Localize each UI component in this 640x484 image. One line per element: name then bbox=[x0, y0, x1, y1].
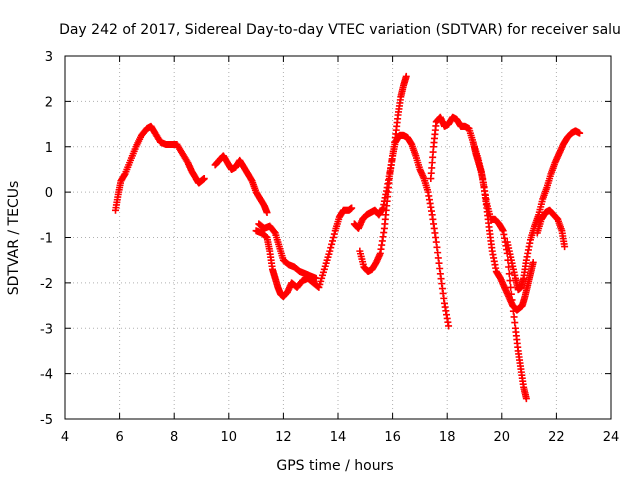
y-tick-label: 0 bbox=[45, 186, 53, 201]
x-tick-label: 10 bbox=[221, 430, 238, 445]
series-seg-c bbox=[252, 204, 356, 300]
data-point bbox=[348, 204, 356, 212]
x-tick-label: 14 bbox=[330, 430, 347, 445]
series-seg-f bbox=[356, 131, 453, 330]
x-tick-label: 6 bbox=[115, 430, 123, 445]
series-seg-i bbox=[503, 127, 584, 294]
y-tick-label: 3 bbox=[45, 50, 53, 65]
y-tick-label: -5 bbox=[40, 413, 53, 428]
x-tick-label: 24 bbox=[603, 430, 620, 445]
data-point bbox=[327, 244, 335, 252]
data-point bbox=[576, 129, 584, 137]
data-point bbox=[522, 395, 530, 403]
data-point bbox=[445, 322, 453, 330]
series-seg-j bbox=[533, 206, 569, 251]
data-markers bbox=[112, 72, 584, 403]
x-tick-label: 8 bbox=[170, 430, 178, 445]
grid bbox=[65, 56, 611, 419]
data-point bbox=[312, 274, 320, 282]
data-point bbox=[402, 72, 410, 80]
series-seg-b bbox=[211, 152, 271, 217]
y-tick-label: -3 bbox=[40, 322, 53, 337]
data-point bbox=[505, 270, 513, 278]
data-point bbox=[200, 175, 208, 183]
y-tick-label: 1 bbox=[45, 141, 53, 156]
x-tick-label: 20 bbox=[494, 430, 511, 445]
x-tick-label: 22 bbox=[548, 430, 565, 445]
x-tick-label: 16 bbox=[384, 430, 401, 445]
data-point bbox=[328, 240, 336, 248]
series-seg-e bbox=[350, 72, 410, 232]
data-point bbox=[506, 277, 514, 285]
data-point bbox=[561, 243, 569, 251]
y-axis-label: SDTVAR / TECUs bbox=[6, 181, 22, 296]
data-point bbox=[529, 258, 537, 266]
y-tick-label: -1 bbox=[40, 232, 53, 247]
series-seg-a bbox=[112, 122, 208, 214]
y-tick-label: 2 bbox=[45, 95, 53, 110]
chart-title: Day 242 of 2017, Sidereal Day-to-day VTE… bbox=[59, 22, 621, 38]
data-point bbox=[507, 283, 515, 291]
data-point bbox=[326, 247, 334, 255]
x-tick-label: 4 bbox=[61, 430, 69, 445]
x-tick-label: 18 bbox=[439, 430, 456, 445]
y-tick-label: -2 bbox=[40, 277, 53, 292]
data-point bbox=[329, 237, 337, 245]
data-point bbox=[330, 230, 338, 238]
data-point bbox=[329, 234, 337, 241]
series-seg-h bbox=[471, 143, 530, 403]
data-point bbox=[263, 209, 271, 217]
plot-frame bbox=[64, 55, 612, 420]
x-axis-label: GPS time / hours bbox=[276, 458, 393, 474]
y-tick-label: -4 bbox=[40, 368, 53, 383]
series-seg-d bbox=[255, 220, 320, 282]
x-tick-label: 12 bbox=[275, 430, 292, 445]
